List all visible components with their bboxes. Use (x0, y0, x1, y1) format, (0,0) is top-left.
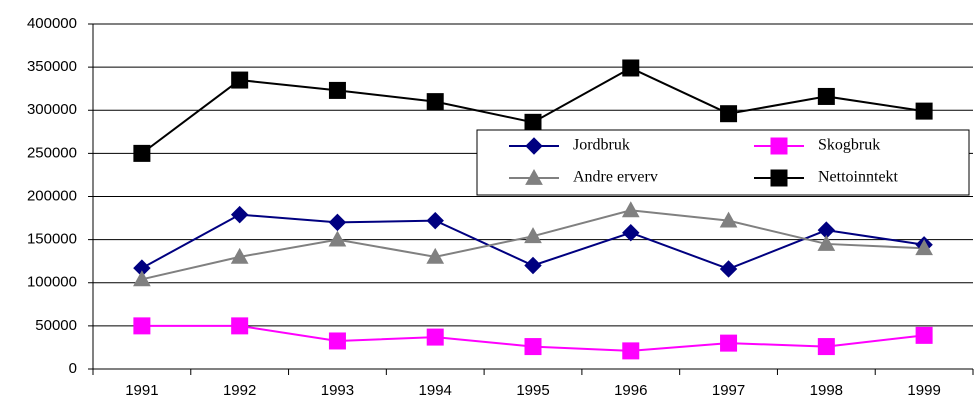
data-point (328, 230, 347, 247)
x-tick-label: 1994 (419, 382, 452, 399)
data-point (426, 211, 444, 230)
data-point (719, 260, 738, 278)
data-point (524, 338, 542, 356)
data-point (328, 81, 346, 99)
data-point (230, 205, 249, 224)
legend-label: Jordbruk (573, 137, 630, 154)
x-tick-label: 1998 (810, 382, 843, 399)
data-point (915, 239, 933, 256)
data-point (231, 71, 249, 89)
data-point (133, 317, 151, 335)
data-point (426, 93, 444, 111)
data-point (817, 338, 835, 356)
x-tick-label: 1999 (907, 382, 940, 399)
data-point (524, 227, 542, 244)
data-point (622, 59, 640, 77)
data-point (231, 317, 249, 335)
x-tick-label: 1996 (614, 382, 647, 399)
data-point (230, 247, 249, 264)
data-point (720, 105, 738, 123)
data-point (328, 213, 347, 232)
legend-marker (525, 168, 543, 185)
legend-marker (770, 169, 788, 187)
data-point (915, 102, 933, 120)
legend-marker (525, 137, 543, 155)
y-tick-label: 400000 (27, 15, 77, 32)
x-tick-label: 1993 (321, 382, 354, 399)
x-tick-label: 1991 (125, 382, 158, 399)
data-point (817, 234, 836, 251)
y-tick-label: 50000 (35, 317, 77, 334)
data-point (622, 342, 640, 360)
data-point (328, 332, 346, 350)
y-tick-label: 250000 (27, 144, 77, 161)
x-tick-label: 1992 (223, 382, 256, 399)
y-tick-label: 300000 (27, 101, 77, 118)
legend-label: Skogbruk (818, 137, 880, 154)
legend-label: Andre erverv (573, 169, 658, 186)
y-tick-label: 350000 (27, 58, 77, 75)
data-point (133, 270, 151, 287)
legend-box (476, 129, 970, 196)
data-point (133, 144, 151, 162)
data-point (720, 334, 738, 352)
data-point (524, 113, 542, 131)
data-point (426, 328, 444, 346)
x-tick-label: 1997 (712, 382, 745, 399)
y-tick-label: 200000 (27, 187, 77, 204)
x-tick-label: 1995 (516, 382, 549, 399)
data-point (426, 247, 445, 264)
legend-marker (770, 137, 788, 155)
data-point (817, 87, 835, 105)
legend-label: Nettoinntekt (818, 169, 899, 186)
data-point (622, 224, 640, 242)
y-tick-label: 100000 (27, 274, 77, 291)
data-point (621, 201, 640, 218)
y-tick-label: 150000 (27, 231, 77, 248)
y-tick-label: 0 (69, 360, 77, 377)
data-point (915, 326, 933, 344)
data-point (719, 211, 738, 228)
data-point (524, 256, 542, 275)
